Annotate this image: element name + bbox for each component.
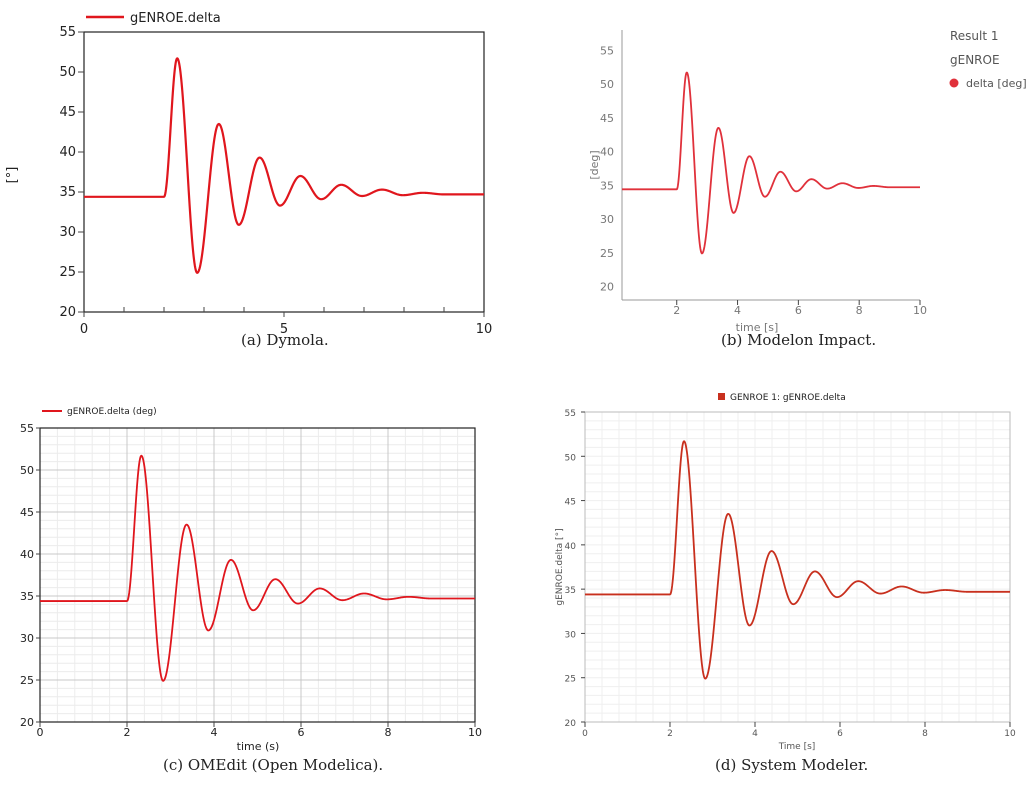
x-tick-label: 10 xyxy=(468,726,482,739)
x-tick-label: 5 xyxy=(280,322,288,337)
legend-title: Result 1 xyxy=(950,29,999,43)
y-tick-label: 45 xyxy=(565,498,576,508)
legend-marker xyxy=(949,78,959,88)
y-tick-label: 50 xyxy=(20,464,34,477)
y-tick-label: 40 xyxy=(600,146,614,159)
legend-label: GENROE 1: gENROE.delta xyxy=(730,393,846,403)
x-tick-label: 0 xyxy=(80,322,88,337)
plot-frame xyxy=(584,411,1011,723)
y-axis-label: gENROE.delta [°] xyxy=(555,528,565,605)
x-tick-label: 2 xyxy=(124,726,131,739)
legend-subtitle: gENROE xyxy=(950,53,1000,67)
x-tick-label: 4 xyxy=(734,304,741,317)
panel-caption: (a) Dymola. xyxy=(241,331,329,349)
y-tick-label: 35 xyxy=(565,586,576,596)
x-tick-label: 0 xyxy=(37,726,44,739)
x-tick-label: 2 xyxy=(667,729,673,739)
y-tick-label: 30 xyxy=(600,213,614,226)
legend-swatch xyxy=(718,393,725,400)
y-tick-label: 30 xyxy=(59,225,76,240)
series-line xyxy=(621,71,921,255)
y-tick-label: 25 xyxy=(565,675,576,685)
plot-frame xyxy=(39,427,476,723)
chart-panel-b: 20 25 30 35 40 45 50 55 2 4 6 8 10 [deg] time [s] Resul… xyxy=(588,29,1027,349)
y-tick-label: 20 xyxy=(59,305,76,320)
x-tick-label: 2 xyxy=(673,304,680,317)
y-tick-label: 50 xyxy=(59,65,76,80)
x-tick-label: 10 xyxy=(913,304,927,317)
y-tick-label: 20 xyxy=(600,281,614,294)
series-line xyxy=(83,57,485,274)
y-tick-label: 45 xyxy=(59,105,76,120)
x-tick-label: 4 xyxy=(752,729,758,739)
series-line xyxy=(39,454,476,682)
x-tick-label: 6 xyxy=(795,304,802,317)
y-tick-label: 40 xyxy=(20,548,34,561)
panel-caption: (c) OMEdit (Open Modelica). xyxy=(163,756,383,774)
x-tick-label: 6 xyxy=(837,729,843,739)
chart-panel-a: 20 25 30 35 40 45 50 55 0 5 10 [°] gENROE.delta (a) D… xyxy=(5,11,492,349)
legend-label: gENROE.delta (deg) xyxy=(67,407,157,417)
x-axis-label: time [s] xyxy=(736,321,779,334)
chart-panel-c: 20 25 30 35 40 45 50 55 0 2 4 6 8 10 time (s) gENROE.de… xyxy=(20,407,482,774)
y-axis-label: [°] xyxy=(5,167,20,184)
y-tick-label: 50 xyxy=(565,453,577,463)
y-axis-label: [deg] xyxy=(588,150,601,179)
y-tick-label: 35 xyxy=(600,179,614,192)
panel-caption: (d) System Modeler. xyxy=(715,756,868,774)
x-axis-label: Time [s] xyxy=(778,742,816,752)
chart-panel-d: 20 25 30 35 40 45 50 55 0 2 4 6 8 10 gENROE.delta [°] T… xyxy=(555,393,1016,774)
x-tick-label: 10 xyxy=(476,322,493,337)
y-tick-label: 40 xyxy=(59,145,76,160)
series-line xyxy=(584,440,1011,680)
y-tick-label: 20 xyxy=(565,719,577,729)
plot-frame xyxy=(83,31,485,313)
y-tick-label: 45 xyxy=(20,506,34,519)
y-tick-label: 30 xyxy=(565,630,577,640)
y-tick-label: 55 xyxy=(565,409,576,419)
y-tick-label: 50 xyxy=(600,78,614,91)
y-tick-label: 25 xyxy=(20,674,34,687)
y-tick-label: 55 xyxy=(59,25,76,40)
y-tick-label: 35 xyxy=(59,185,76,200)
y-tick-label: 25 xyxy=(59,265,76,280)
legend-label: delta [deg] xyxy=(966,77,1027,90)
y-tick-label: 40 xyxy=(565,542,577,552)
x-tick-label: 8 xyxy=(922,729,928,739)
y-tick-label: 20 xyxy=(20,716,34,729)
y-tick-label: 45 xyxy=(600,112,614,125)
legend-label: gENROE.delta xyxy=(130,11,221,26)
x-tick-label: 8 xyxy=(856,304,863,317)
y-tick-label: 25 xyxy=(600,247,614,260)
panel-caption: (b) Modelon Impact. xyxy=(721,331,876,349)
x-tick-label: 8 xyxy=(385,726,392,739)
x-axis-label: time (s) xyxy=(237,740,280,753)
x-tick-label: 10 xyxy=(1004,729,1016,739)
x-tick-label: 4 xyxy=(211,726,218,739)
y-tick-label: 55 xyxy=(600,44,614,57)
y-tick-label: 55 xyxy=(20,422,34,435)
y-tick-label: 35 xyxy=(20,590,34,603)
x-tick-label: 0 xyxy=(582,729,588,739)
y-tick-label: 30 xyxy=(20,632,34,645)
x-tick-label: 6 xyxy=(298,726,305,739)
